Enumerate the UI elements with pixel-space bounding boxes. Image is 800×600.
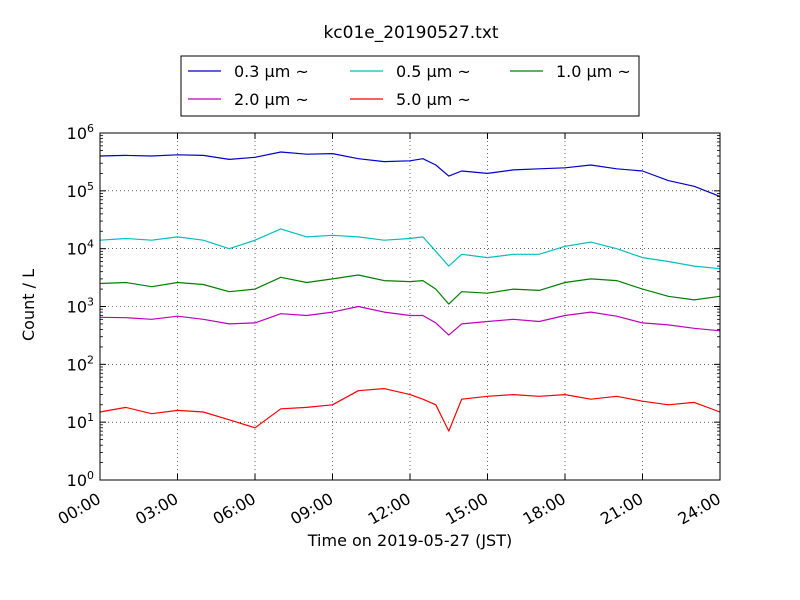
series-lines	[99, 151, 721, 432]
y-tick-label: 104	[67, 238, 94, 259]
legend-label: 2.0 μm ~	[234, 90, 309, 109]
x-axis-label: Time on 2019-05-27 (JST)	[307, 531, 512, 550]
legend-label: 1.0 μm ~	[556, 62, 631, 81]
series-line-0	[99, 151, 721, 197]
legend-label: 5.0 μm ~	[396, 90, 471, 109]
y-tick-labels: 100 101 102 103 104 105 106	[67, 122, 94, 490]
legend-label: 0.5 μm ~	[396, 62, 471, 81]
y-tick-label: 105	[67, 180, 94, 201]
series-line-1	[99, 228, 721, 270]
legend: 0.3 μm ~ 0.5 μm ~ 1.0 μm ~ 2.0 μm ~ 5.0 μm ~	[180, 55, 640, 117]
series-line-4	[99, 388, 721, 432]
legend-box	[180, 55, 640, 117]
chart-title: kc01e_20190527.txt	[323, 23, 498, 43]
plot-frame	[99, 132, 721, 481]
series-line-2	[99, 274, 721, 305]
series-line-3	[99, 305, 721, 336]
y-axis-label: Count / L	[19, 269, 38, 341]
y-tick-label: 102	[67, 353, 94, 374]
y-tick-label: 101	[67, 411, 94, 432]
legend-label: 0.3 μm ~	[234, 62, 309, 81]
y-tick-label: 106	[67, 122, 94, 143]
y-tick-label: 100	[67, 469, 94, 490]
y-tick-label: 103	[67, 296, 94, 317]
